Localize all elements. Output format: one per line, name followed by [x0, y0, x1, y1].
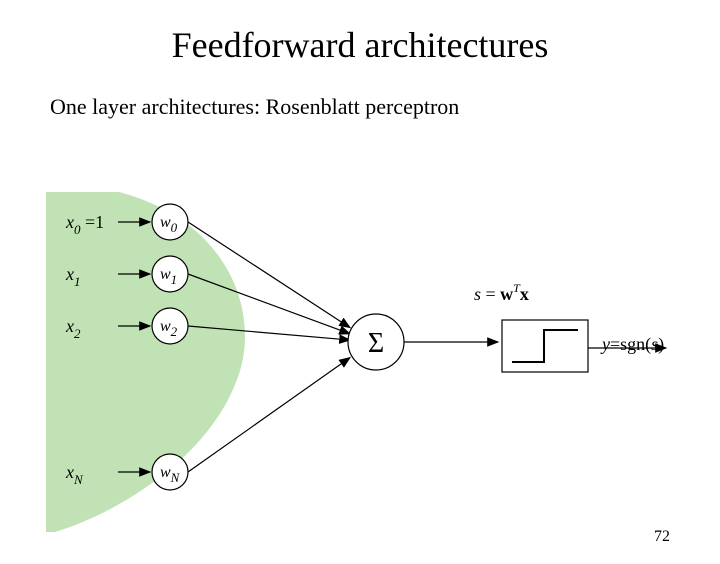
perceptron-diagram: x0 =1w0x1w1x2w2xNwNΣs = wTxy=sgn(s) [46, 192, 678, 532]
output-equation: y=sgn(s) [600, 334, 664, 355]
sum-equation: s = wTx [474, 281, 529, 304]
sigma-label: Σ [368, 328, 384, 359]
page-number: 72 [654, 528, 670, 546]
page-subtitle: One layer architectures: Rosenblatt perc… [50, 94, 720, 120]
diagram-svg: x0 =1w0x1w1x2w2xNwNΣs = wTxy=sgn(s) [46, 192, 678, 532]
page-title: Feedforward architectures [0, 24, 720, 66]
